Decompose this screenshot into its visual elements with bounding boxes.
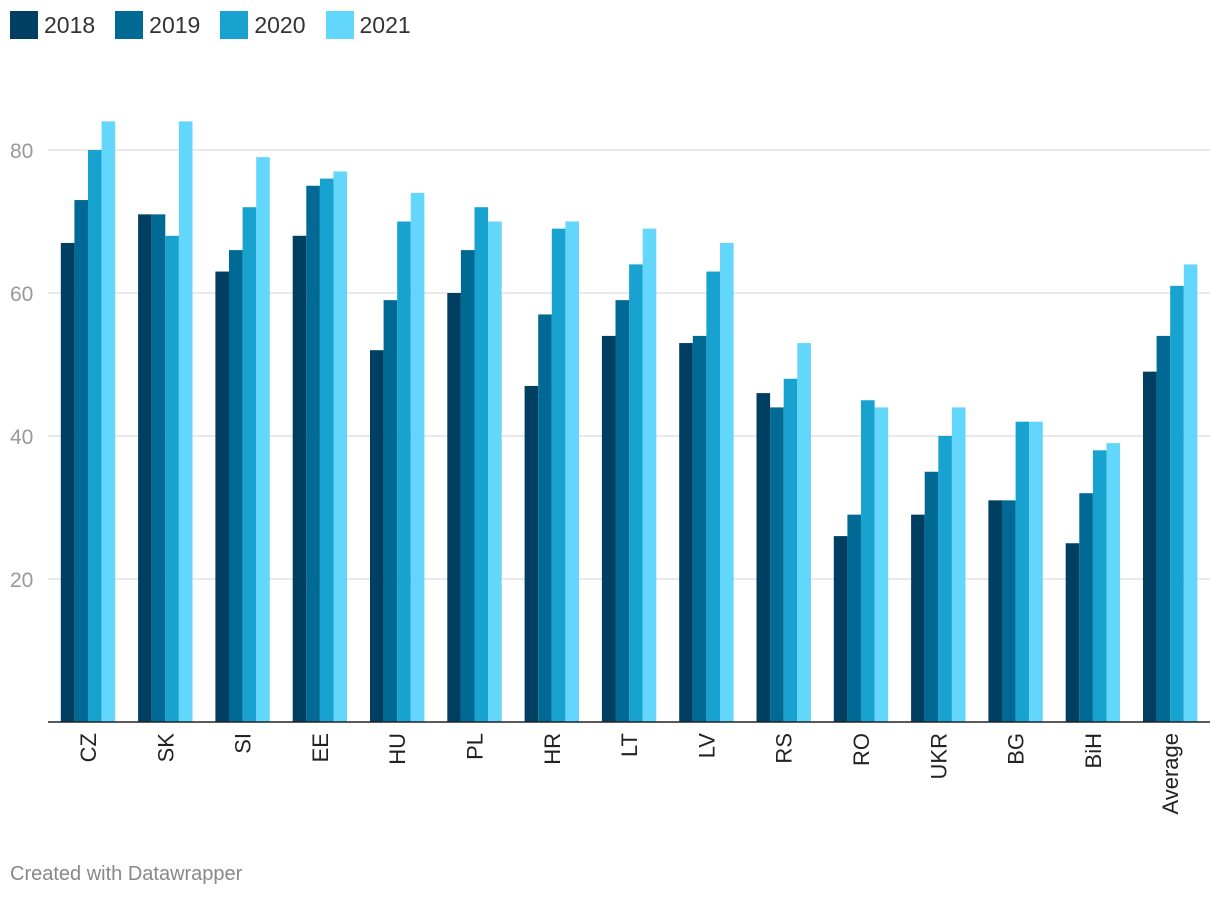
bar-LT-2018 <box>601 335 616 722</box>
bar-BG-2020 <box>1015 421 1030 722</box>
legend-item-2021: 2021 <box>325 10 411 40</box>
x-tick-label: SI <box>231 733 256 754</box>
legend-label: 2021 <box>359 12 411 38</box>
credit-text: Created with Datawrapper <box>10 863 243 885</box>
y-tick-label: 80 <box>10 140 33 163</box>
bar-RO-2018 <box>833 536 848 722</box>
bar-PL-2020 <box>474 207 489 722</box>
x-tick-label: HR <box>540 733 565 765</box>
bar-BG-2019 <box>1002 500 1016 722</box>
x-tick-label: PL <box>463 733 488 760</box>
bar-Average-2020 <box>1170 285 1184 722</box>
bar-PL-2019 <box>460 250 475 722</box>
legend-label: 2020 <box>254 12 306 38</box>
bar-SI-2020 <box>242 207 257 722</box>
bar-RS-2021 <box>797 343 811 722</box>
bar-BiH-2018 <box>1065 543 1080 722</box>
bar-LT-2021 <box>642 228 657 722</box>
bar-RS-2018 <box>756 393 771 722</box>
legend-swatch <box>220 11 249 39</box>
bar-Average-2021 <box>1183 264 1198 722</box>
x-tick-label: LV <box>694 733 719 759</box>
x-tick-label: BG <box>1004 733 1029 765</box>
bar-BiH-2021 <box>1106 443 1121 722</box>
bar-LV-2018 <box>679 343 693 722</box>
legend-item-2020: 2020 <box>220 10 306 40</box>
legend-swatch <box>325 11 354 39</box>
bar-HU-2021 <box>410 192 425 722</box>
bar-EE-2020 <box>319 178 334 723</box>
x-tick-label: LT <box>617 733 642 757</box>
bar-PL-2018 <box>447 293 461 722</box>
bar-SI-2019 <box>229 250 243 722</box>
bar-RS-2020 <box>783 378 798 722</box>
bar-SK-2020 <box>165 235 179 723</box>
y-tick-label: 40 <box>10 426 33 449</box>
bar-HU-2018 <box>370 350 384 722</box>
bar-Average-2019 <box>1156 335 1171 722</box>
bar-RO-2020 <box>861 400 875 722</box>
bar-RO-2019 <box>847 514 861 722</box>
bar-CZ-2020 <box>88 150 102 722</box>
bar-LV-2021 <box>720 242 734 722</box>
bar-SI-2021 <box>256 157 270 722</box>
y-tick-label: 60 <box>10 283 33 306</box>
legend-swatch <box>115 11 144 39</box>
bar-CZ-2019 <box>74 200 88 723</box>
bar-SK-2018 <box>138 214 152 722</box>
bar-HR-2018 <box>524 385 539 722</box>
bar-BG-2018 <box>988 500 1002 722</box>
bar-BiH-2020 <box>1092 450 1107 722</box>
bar-HR-2019 <box>538 314 552 722</box>
bar-Average-2018 <box>1143 371 1157 722</box>
y-tick-label: 20 <box>10 569 33 592</box>
bar-EE-2021 <box>333 171 348 722</box>
bar-PL-2021 <box>488 221 502 722</box>
legend-item-2018: 2018 <box>10 10 95 40</box>
x-tick-label: BiH <box>1081 733 1106 768</box>
x-tick-label: SK <box>153 733 178 763</box>
bar-HR-2021 <box>565 221 579 722</box>
legend-label: 2019 <box>149 12 201 38</box>
bar-LV-2020 <box>706 271 720 722</box>
bar-UKR-2018 <box>911 514 925 722</box>
bar-LV-2019 <box>692 335 707 722</box>
x-tick-label: HU <box>385 733 410 765</box>
legend-swatch <box>10 11 38 39</box>
bar-EE-2019 <box>306 185 320 722</box>
bar-BG-2021 <box>1029 421 1043 722</box>
bar-SI-2018 <box>215 271 229 722</box>
bar-SK-2021 <box>178 121 193 722</box>
x-tick-label: RO <box>849 733 874 766</box>
legend-label: 2018 <box>44 12 96 38</box>
legend-item-2019: 2019 <box>115 10 200 40</box>
bar-UKR-2020 <box>938 436 952 722</box>
x-tick-label: RS <box>772 733 797 764</box>
bar-BiH-2019 <box>1079 493 1093 722</box>
bar-HR-2020 <box>551 228 566 722</box>
bar-EE-2018 <box>292 235 307 723</box>
bar-RS-2019 <box>770 407 784 722</box>
x-tick-label: EE <box>308 733 333 762</box>
x-tick-label: Average <box>1158 733 1183 815</box>
bar-LT-2019 <box>615 300 630 722</box>
bar-HU-2020 <box>397 221 411 722</box>
x-tick-label: UKR <box>926 733 951 779</box>
bar-LT-2020 <box>629 264 643 722</box>
bar-UKR-2019 <box>924 471 939 722</box>
bar-UKR-2021 <box>951 407 966 722</box>
chart-legend: 2018 2019 2020 2021 <box>10 10 431 40</box>
bar-CZ-2021 <box>101 121 116 722</box>
bar-SK-2019 <box>151 214 166 722</box>
bar-RO-2021 <box>874 407 889 722</box>
bar-CZ-2018 <box>60 242 75 722</box>
x-tick-label: CZ <box>76 733 101 762</box>
bar-HU-2019 <box>383 300 398 722</box>
